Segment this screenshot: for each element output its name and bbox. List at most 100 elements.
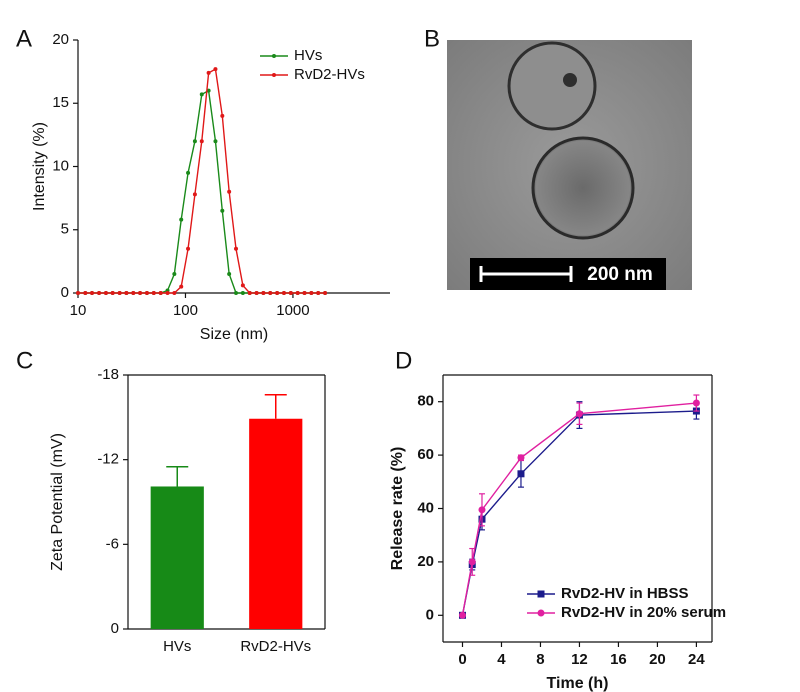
y-axis-label: Release rate (%): [389, 447, 406, 571]
marker: [97, 291, 102, 295]
marker: [458, 611, 466, 619]
x-axis-label: Size (nm): [200, 326, 268, 343]
scale-bar-label: 200 nm: [587, 264, 652, 285]
marker: [692, 399, 700, 407]
legend-label: HVs: [294, 47, 322, 64]
y-axis-label: Intensity (%): [31, 122, 48, 211]
marker: [199, 139, 204, 144]
marker: [76, 291, 80, 295]
legend-marker: [537, 609, 545, 617]
marker: [158, 291, 163, 295]
marker: [131, 291, 136, 295]
marker: [151, 291, 156, 295]
marker: [192, 139, 197, 144]
marker: [517, 454, 525, 462]
panel-label: D: [395, 347, 412, 374]
marker: [517, 470, 525, 478]
y-tick-label: 5: [61, 221, 69, 238]
marker: [234, 291, 239, 295]
series-line: [461, 402, 697, 616]
legend-marker: [537, 590, 545, 598]
y-tick-label: 0: [61, 284, 69, 301]
marker: [199, 92, 204, 97]
marker: [295, 291, 300, 295]
legend-label: RvD2-HV in 20% serum: [561, 604, 726, 621]
legend-marker: [272, 73, 276, 77]
series-line: [78, 89, 326, 294]
marker: [206, 70, 211, 75]
marker: [186, 246, 191, 251]
marker: [240, 283, 245, 288]
marker: [288, 291, 293, 295]
marker: [575, 410, 583, 418]
marker: [83, 291, 88, 295]
marker: [468, 558, 476, 566]
marker: [138, 291, 143, 295]
y-tick-label: -6: [106, 535, 119, 552]
y-tick-label: 10: [52, 157, 69, 174]
marker: [165, 291, 170, 295]
x-tick-label: HVs: [163, 638, 191, 655]
marker: [316, 291, 321, 295]
vesicle-dot: [563, 73, 577, 87]
panel-label: A: [16, 25, 32, 52]
y-tick-label: 20: [52, 31, 69, 48]
y-tick-label: 15: [52, 94, 69, 111]
marker: [144, 291, 149, 295]
bar: [249, 418, 303, 629]
x-tick-label: 1000: [276, 302, 309, 319]
marker: [192, 192, 197, 197]
marker: [275, 291, 280, 295]
x-tick-label: 12: [571, 651, 588, 668]
x-tick-label: 4: [497, 651, 506, 668]
marker: [220, 113, 225, 118]
marker: [124, 291, 129, 295]
error-bar: [166, 465, 189, 487]
legend-marker: [272, 54, 276, 58]
y-axis-label: Zeta Potential (mV): [49, 433, 66, 571]
panel-label: C: [16, 347, 33, 374]
marker: [213, 139, 218, 144]
marker: [302, 291, 307, 295]
x-axis-label: Time (h): [547, 675, 609, 692]
marker: [172, 272, 177, 277]
y-tick-label: 60: [417, 446, 434, 463]
marker: [227, 189, 232, 194]
y-tick-label: -18: [97, 366, 119, 383]
x-tick-label: 100: [173, 302, 198, 319]
marker: [220, 208, 225, 213]
marker: [247, 291, 252, 295]
marker: [478, 506, 486, 514]
vesicle: [531, 136, 635, 240]
y-tick-label: 20: [417, 553, 434, 570]
marker: [117, 291, 122, 295]
x-tick-label: RvD2-HVs: [240, 638, 311, 655]
marker: [172, 291, 177, 295]
marker: [179, 217, 184, 222]
y-tick-label: 80: [417, 393, 434, 410]
marker: [323, 291, 328, 295]
marker: [213, 67, 218, 72]
marker: [261, 291, 266, 295]
marker: [268, 291, 273, 295]
x-tick-label: 16: [610, 651, 627, 668]
series-line: [78, 67, 326, 294]
x-tick-label: 10: [70, 302, 87, 319]
y-tick-label: 0: [111, 620, 119, 637]
marker: [281, 291, 286, 295]
marker: [254, 291, 259, 295]
vesicle: [507, 41, 597, 131]
legend-label: RvD2-HVs: [294, 66, 365, 83]
y-tick-label: -12: [97, 451, 119, 468]
marker: [240, 291, 245, 295]
x-tick-label: 0: [458, 651, 466, 668]
x-tick-label: 20: [649, 651, 666, 668]
marker: [110, 291, 115, 295]
y-tick-label: 40: [417, 499, 434, 516]
micrograph: B 200 nm: [424, 25, 692, 290]
bar: [150, 486, 204, 629]
y-tick-label: 0: [426, 606, 434, 623]
marker: [227, 272, 232, 277]
marker: [186, 170, 191, 175]
